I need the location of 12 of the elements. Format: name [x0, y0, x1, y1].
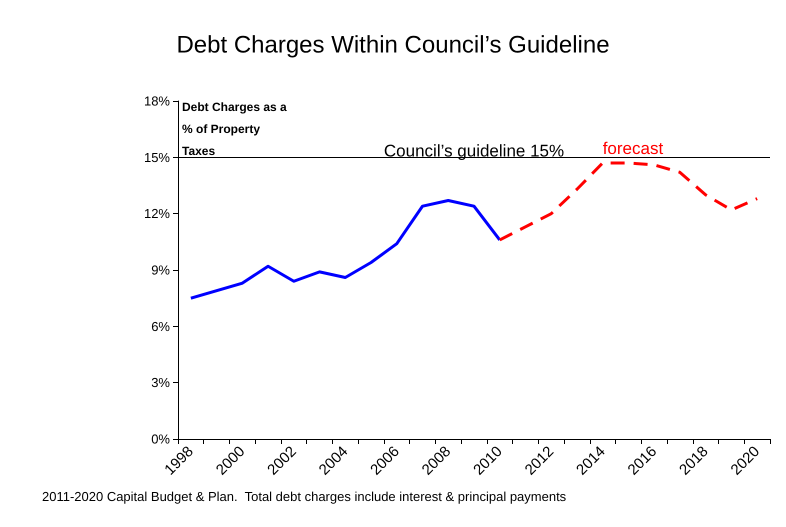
- y-axis-title: Debt Charges as a % of Property Taxes: [182, 100, 288, 158]
- text: 2011-2020 Capital Budget & Plan. Total debt charges include interest & principal payments: [42, 489, 567, 504]
- chart-title: Debt Charges Within Council’s Guideline: [176, 32, 610, 58]
- series-label: forecast: [602, 138, 664, 158]
- y-tick-label: 12%: [144, 206, 170, 222]
- y-tick-label: 0%: [151, 432, 170, 446]
- y-tick-label: 3%: [151, 375, 170, 390]
- y-tick-label: 9%: [151, 262, 170, 278]
- y-tick-label: 18%: [144, 94, 170, 108]
- ref-line-label: Council’s guideline 15%: [384, 141, 564, 160]
- y-tick-label: 15%: [144, 150, 170, 165]
- y-tick-label: 6%: [151, 318, 170, 334]
